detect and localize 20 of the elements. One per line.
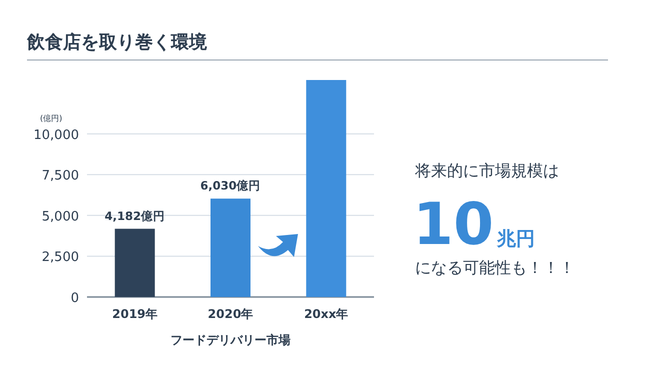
bar [114, 228, 155, 297]
x-tick-label: 2019年 [112, 307, 158, 321]
y-tick-label: 0 [70, 291, 79, 306]
chart-title: 飲食店を取り巻く環境 [26, 32, 207, 53]
x-tick-label: 2020年 [208, 307, 254, 321]
text: 将来的に市場規模は [414, 161, 559, 180]
y-tick-label: 10,000 [34, 128, 79, 143]
text: 10 [413, 190, 494, 258]
y-tick-label: 2,500 [42, 250, 79, 266]
bar [210, 198, 250, 297]
data-label: 6,030億円 [200, 178, 261, 193]
data-label: 4,182億円 [104, 208, 166, 223]
x-tick-label: 20xx年 [304, 307, 348, 321]
text: になる可能性も！！！ [415, 258, 575, 277]
text: 兆円 [496, 228, 535, 250]
bar [306, 80, 346, 297]
y-tick-label: 5,000 [42, 209, 79, 224]
y-tick-label: 7,500 [42, 168, 79, 184]
x-axis-title: フードデリバリー市場 [170, 333, 290, 347]
y-axis-title: (億円) [40, 114, 62, 123]
